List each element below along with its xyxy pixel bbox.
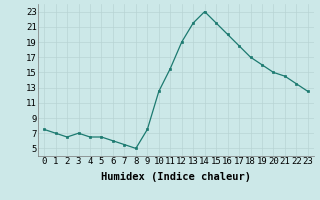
- X-axis label: Humidex (Indice chaleur): Humidex (Indice chaleur): [101, 172, 251, 182]
